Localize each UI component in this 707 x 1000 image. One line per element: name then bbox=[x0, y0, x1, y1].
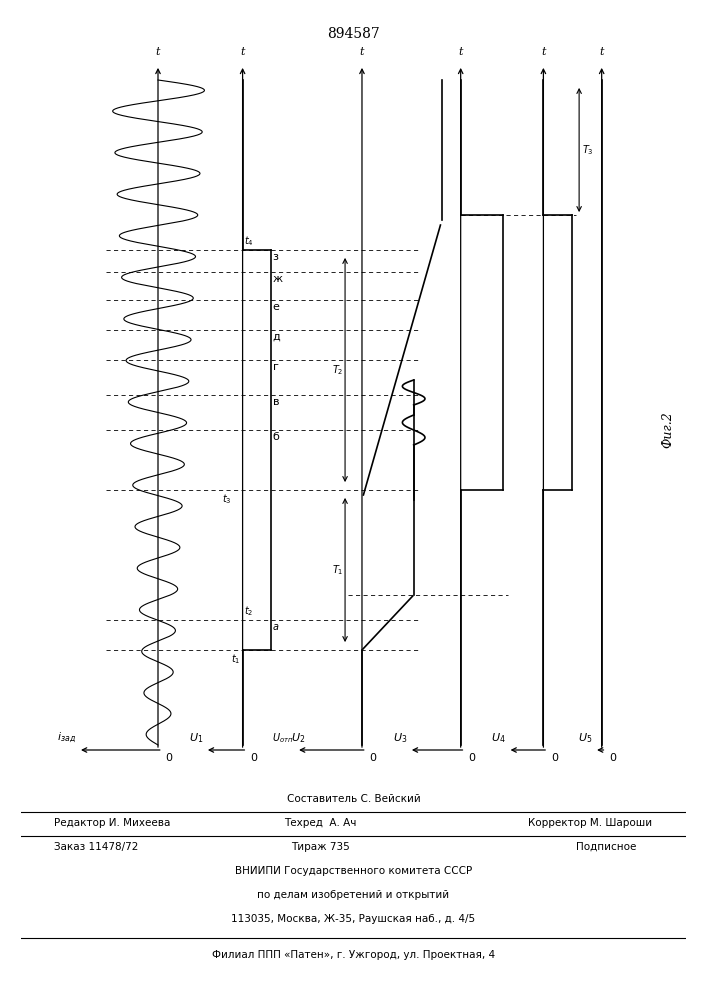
Text: $U_4$: $U_4$ bbox=[491, 731, 506, 745]
Text: в: в bbox=[273, 397, 279, 407]
Text: t: t bbox=[600, 47, 604, 57]
Text: 894587: 894587 bbox=[327, 27, 380, 41]
Text: t: t bbox=[240, 47, 245, 57]
Text: Составитель С. Вейский: Составитель С. Вейский bbox=[286, 794, 421, 804]
Text: Заказ 11478/72: Заказ 11478/72 bbox=[54, 842, 139, 852]
Text: б: б bbox=[273, 432, 279, 442]
Text: $t_4$: $t_4$ bbox=[245, 234, 255, 248]
Text: Редактор И. Михеева: Редактор И. Михеева bbox=[54, 818, 171, 828]
Text: t: t bbox=[156, 47, 160, 57]
Text: $t_3$: $t_3$ bbox=[222, 492, 231, 506]
Text: t: t bbox=[458, 47, 463, 57]
Text: $U_5$: $U_5$ bbox=[578, 731, 592, 745]
Text: 0: 0 bbox=[551, 753, 558, 763]
Text: $i_{зад}$: $i_{зад}$ bbox=[57, 730, 76, 745]
Text: $U_3$: $U_3$ bbox=[392, 731, 407, 745]
Text: $T_2$: $T_2$ bbox=[332, 363, 343, 377]
Text: 0: 0 bbox=[165, 753, 173, 763]
Text: г: г bbox=[273, 362, 279, 372]
Text: д: д bbox=[273, 332, 281, 342]
Text: Филиал ППП «Патен», г. Ужгород, ул. Проектная, 4: Филиал ППП «Патен», г. Ужгород, ул. Прое… bbox=[212, 950, 495, 960]
Text: Фиг.2: Фиг.2 bbox=[661, 412, 674, 448]
Text: $U_2$: $U_2$ bbox=[291, 731, 305, 745]
Text: $U_1$: $U_1$ bbox=[189, 731, 203, 745]
Text: $t_1$: $t_1$ bbox=[231, 652, 240, 666]
Text: е: е bbox=[273, 302, 279, 312]
Text: 113035, Москва, Ж-35, Раушская наб., д. 4/5: 113035, Москва, Ж-35, Раушская наб., д. … bbox=[231, 914, 476, 924]
Text: 0: 0 bbox=[370, 753, 377, 763]
Text: 0: 0 bbox=[250, 753, 257, 763]
Text: $t_2$: $t_2$ bbox=[245, 604, 254, 618]
Text: Корректор М. Шароши: Корректор М. Шароши bbox=[528, 818, 653, 828]
Text: ж: ж bbox=[273, 274, 283, 284]
Text: з: з bbox=[273, 252, 279, 262]
Text: по делам изобретений и открытий: по делам изобретений и открытий bbox=[257, 890, 450, 900]
Text: $U_{отп}$: $U_{отп}$ bbox=[272, 731, 293, 745]
Text: Подписное: Подписное bbox=[576, 842, 636, 852]
Text: Тираж 735: Тираж 735 bbox=[291, 842, 350, 852]
Text: ВНИИПИ Государственного комитета СССР: ВНИИПИ Государственного комитета СССР bbox=[235, 866, 472, 876]
Text: a: a bbox=[273, 622, 279, 632]
Text: $T_3$: $T_3$ bbox=[582, 143, 594, 157]
Text: 0: 0 bbox=[468, 753, 475, 763]
Text: $T_1$: $T_1$ bbox=[332, 563, 343, 577]
Text: t: t bbox=[541, 47, 546, 57]
Text: t: t bbox=[360, 47, 364, 57]
Text: Техред  А. Ач: Техред А. Ач bbox=[284, 818, 356, 828]
Text: 0: 0 bbox=[609, 753, 617, 763]
